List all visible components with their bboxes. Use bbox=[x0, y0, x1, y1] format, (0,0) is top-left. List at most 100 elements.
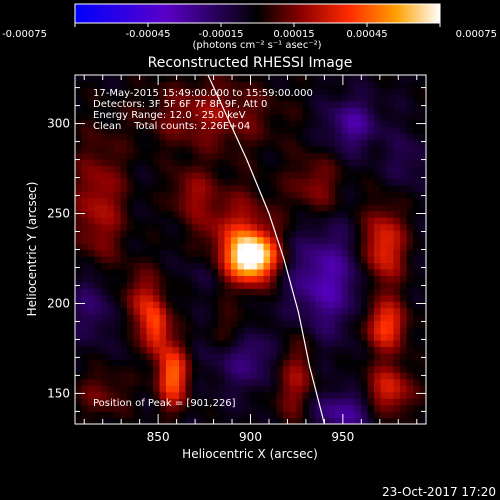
heatmap-cell bbox=[198, 268, 206, 276]
heatmap-cell bbox=[354, 352, 362, 360]
heatmap-cell bbox=[315, 197, 323, 205]
heatmap-cell bbox=[166, 411, 174, 419]
heatmap-cell bbox=[198, 411, 206, 419]
info-line-energy: Energy Range: 12.0 - 25.0 keV bbox=[93, 110, 246, 121]
heatmap-cell bbox=[133, 120, 141, 128]
heatmap-cell bbox=[374, 197, 382, 205]
heatmap-cell bbox=[101, 372, 109, 380]
heatmap-cell bbox=[140, 385, 148, 393]
heatmap-cell bbox=[211, 210, 219, 218]
heatmap-cell bbox=[166, 230, 174, 238]
heatmap-cell bbox=[328, 372, 336, 380]
heatmap-cell bbox=[400, 171, 408, 179]
heatmap-cell bbox=[211, 359, 219, 367]
heatmap-cell bbox=[276, 288, 284, 296]
heatmap-cell bbox=[153, 275, 161, 283]
heatmap-cell bbox=[211, 346, 219, 354]
heatmap-cell bbox=[185, 107, 193, 115]
heatmap-cell bbox=[146, 165, 154, 173]
heatmap-cell bbox=[218, 81, 226, 89]
heatmap-cell bbox=[380, 249, 388, 257]
heatmap-cell bbox=[374, 191, 382, 199]
heatmap-cell bbox=[257, 75, 265, 83]
heatmap-cell bbox=[218, 236, 226, 244]
heatmap-cell bbox=[289, 113, 297, 121]
heatmap-cell bbox=[322, 346, 330, 354]
heatmap-cell bbox=[315, 243, 323, 251]
heatmap-cell bbox=[75, 210, 83, 218]
heatmap-cell bbox=[406, 268, 414, 276]
heatmap-cell bbox=[237, 75, 245, 83]
heatmap-cell bbox=[146, 133, 154, 141]
heatmap-cell bbox=[224, 372, 232, 380]
heatmap-cell bbox=[244, 113, 252, 121]
heatmap-cell bbox=[81, 301, 89, 309]
heatmap-cell bbox=[419, 126, 426, 134]
heatmap-cell bbox=[205, 327, 213, 335]
heatmap-cell bbox=[159, 184, 167, 192]
heatmap-cell bbox=[283, 146, 291, 154]
heatmap-cell bbox=[302, 281, 310, 289]
heatmap-cell bbox=[354, 120, 362, 128]
heatmap-cell bbox=[231, 275, 239, 283]
heatmap-cell bbox=[374, 398, 382, 406]
heatmap-cell bbox=[120, 171, 128, 179]
heatmap-cell bbox=[250, 210, 258, 218]
heatmap-cell bbox=[205, 301, 213, 309]
heatmap-cell bbox=[354, 126, 362, 134]
heatmap-cell bbox=[94, 417, 102, 424]
heatmap-cell bbox=[276, 236, 284, 244]
heatmap-cell bbox=[146, 339, 154, 348]
heatmap-cell bbox=[94, 372, 102, 380]
heatmap-cell bbox=[237, 107, 245, 115]
heatmap-cell bbox=[387, 359, 395, 367]
heatmap-cell bbox=[231, 294, 239, 302]
heatmap-cell bbox=[107, 152, 115, 160]
heatmap-cell bbox=[380, 327, 388, 335]
heatmap-cell bbox=[315, 165, 323, 173]
heatmap-cell bbox=[283, 339, 291, 348]
heatmap-cell bbox=[211, 81, 219, 89]
heatmap-cell bbox=[146, 126, 154, 134]
heatmap-cell bbox=[198, 100, 206, 108]
heatmap-cell bbox=[172, 359, 180, 367]
heatmap-cell bbox=[263, 281, 271, 289]
heatmap-cell bbox=[387, 152, 395, 160]
heatmap-cell bbox=[250, 268, 258, 276]
heatmap-cell bbox=[205, 107, 213, 115]
heatmap-cell bbox=[257, 268, 265, 276]
heatmap-cell bbox=[133, 107, 141, 115]
heatmap-cell bbox=[127, 275, 135, 283]
heatmap-cell bbox=[146, 191, 154, 199]
heatmap-cell bbox=[276, 268, 284, 276]
heatmap-cell bbox=[393, 320, 401, 328]
heatmap-cell bbox=[419, 146, 426, 154]
heatmap-cell bbox=[374, 184, 382, 192]
heatmap-cell bbox=[146, 184, 154, 192]
heatmap-cell bbox=[257, 204, 265, 212]
heatmap-cell bbox=[387, 197, 395, 205]
heatmap-cell bbox=[413, 391, 421, 399]
heatmap-cell bbox=[140, 184, 148, 192]
heatmap-cell bbox=[322, 126, 330, 134]
heatmap-cell bbox=[400, 307, 408, 315]
heatmap-cell bbox=[315, 217, 323, 225]
heatmap-cell bbox=[224, 197, 232, 205]
heatmap-cell bbox=[192, 184, 200, 192]
heatmap-cell bbox=[335, 113, 343, 121]
heatmap-cell bbox=[166, 294, 174, 302]
heatmap-cell bbox=[231, 191, 239, 199]
heatmap-cell bbox=[127, 301, 135, 309]
heatmap-cell bbox=[374, 230, 382, 238]
heatmap-cell bbox=[224, 81, 232, 89]
heatmap-cell bbox=[309, 398, 317, 406]
heatmap-cell bbox=[361, 133, 369, 141]
heatmap-cell bbox=[335, 178, 343, 186]
heatmap-cell bbox=[419, 113, 426, 121]
heatmap-cell bbox=[387, 333, 395, 341]
heatmap-cell bbox=[380, 372, 388, 380]
heatmap-cell bbox=[198, 281, 206, 289]
heatmap-cell bbox=[244, 178, 252, 186]
heatmap-cell bbox=[140, 404, 148, 412]
heatmap-cell bbox=[127, 339, 135, 348]
